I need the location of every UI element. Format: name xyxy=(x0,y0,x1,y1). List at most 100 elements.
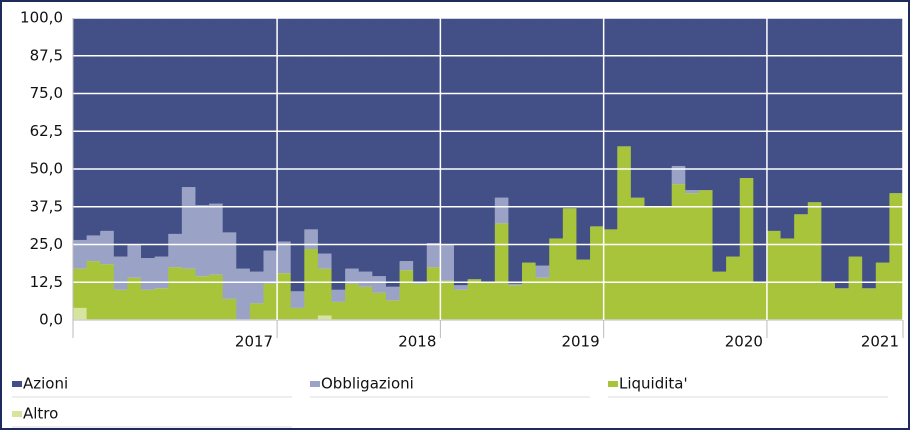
bar-segment xyxy=(698,190,714,320)
bar-segment xyxy=(113,256,128,290)
bar-segment xyxy=(522,18,537,263)
bar-segment xyxy=(576,259,591,320)
bar-segment xyxy=(345,18,360,269)
bar-segment xyxy=(576,18,591,260)
bar-segment xyxy=(807,202,822,320)
bar-segment xyxy=(195,18,210,206)
bar-segment xyxy=(168,267,183,320)
bar-segment xyxy=(426,18,441,243)
x-tick-label: 2019 xyxy=(561,333,599,351)
bar-segment xyxy=(141,289,156,320)
bar-segment xyxy=(508,283,523,286)
bar-segment xyxy=(372,18,387,277)
bar-segment xyxy=(590,226,605,320)
bar-segment xyxy=(494,197,509,224)
bar-segment xyxy=(154,256,169,289)
bar-segment xyxy=(834,18,850,289)
bar-segment xyxy=(562,18,577,209)
bar-segment xyxy=(358,286,373,320)
bar-segment xyxy=(385,286,401,301)
bar-segment xyxy=(794,214,809,320)
y-tick-label: 50,0 xyxy=(30,160,63,178)
bar-segment xyxy=(712,18,727,272)
bar-segment xyxy=(304,229,319,250)
bar-segment xyxy=(277,241,292,274)
bar-segment xyxy=(603,18,618,230)
bar-segment xyxy=(290,291,305,308)
bar-segment xyxy=(263,18,278,251)
bar-segment xyxy=(141,18,156,259)
y-tick-label: 100,0 xyxy=(20,9,63,27)
bar-segment xyxy=(603,229,618,320)
bar-segment xyxy=(154,288,169,320)
bar-segment xyxy=(889,193,904,320)
bar-segment xyxy=(277,18,292,242)
bar-segment xyxy=(780,238,795,320)
bar-segment xyxy=(168,18,183,234)
legend-label: Azioni xyxy=(23,375,68,393)
bar-segment xyxy=(413,18,428,283)
bar-segment xyxy=(590,18,605,227)
bar-segment xyxy=(440,244,455,281)
bar-segment xyxy=(331,18,346,290)
bar-segment xyxy=(399,261,414,271)
bar-segment xyxy=(73,239,88,269)
bar-segment xyxy=(317,18,333,254)
bar-segment xyxy=(100,18,115,231)
x-tick-label: 2021 xyxy=(861,333,899,351)
bar-segment xyxy=(86,18,101,236)
bar-segment xyxy=(644,206,659,320)
bar-segment xyxy=(426,242,441,268)
bar-segment xyxy=(345,283,360,320)
bar-segment xyxy=(209,18,224,204)
bar-segment xyxy=(113,289,128,320)
bar-segment xyxy=(426,267,441,320)
bar-segment xyxy=(753,282,768,320)
bar-segment xyxy=(848,18,863,257)
legend-label: Altro xyxy=(23,405,58,423)
bar-segment xyxy=(453,285,469,290)
bar-segment xyxy=(494,223,509,320)
bar-segment xyxy=(630,18,645,198)
bar-segment xyxy=(86,235,101,262)
bar-segment xyxy=(209,274,224,320)
bar-segment xyxy=(100,264,115,320)
bar-segment xyxy=(630,197,645,320)
legend-label: Obbligazioni xyxy=(321,375,414,393)
bar-segment xyxy=(726,18,741,257)
bar-segment xyxy=(154,18,169,257)
bar-segment xyxy=(304,18,319,230)
bar-segment xyxy=(222,232,237,299)
bar-segment xyxy=(358,18,373,272)
bar-segment xyxy=(263,283,278,320)
bar-segment xyxy=(726,256,741,320)
bar-segment xyxy=(453,18,469,286)
bar-segment xyxy=(100,230,115,265)
bar-segment xyxy=(848,256,863,320)
bar-segment xyxy=(127,277,142,320)
bar-segment xyxy=(794,18,809,215)
bar-segment xyxy=(508,285,523,320)
bar-segment xyxy=(522,262,537,320)
bar-segment xyxy=(236,18,251,269)
bar-segment xyxy=(821,18,836,283)
bar-segment xyxy=(317,315,333,320)
bar-segment xyxy=(249,303,264,320)
bar-segment xyxy=(372,276,387,293)
bar-segment xyxy=(331,289,346,302)
bar-segment xyxy=(141,258,156,290)
bar-segment xyxy=(875,18,890,263)
bar-segment xyxy=(249,18,264,272)
bar-segment xyxy=(399,18,414,262)
bar-segment xyxy=(127,244,142,278)
bar-segment xyxy=(753,18,768,283)
bar-segment xyxy=(413,282,428,284)
bar-segment xyxy=(168,233,183,268)
bar-segment xyxy=(617,146,632,320)
bar-segment xyxy=(304,249,319,320)
bar-segment xyxy=(222,298,237,320)
bar-segment xyxy=(345,268,360,284)
bar-segment xyxy=(249,271,264,304)
bar-segment xyxy=(317,268,333,316)
legend-swatch xyxy=(310,381,320,387)
